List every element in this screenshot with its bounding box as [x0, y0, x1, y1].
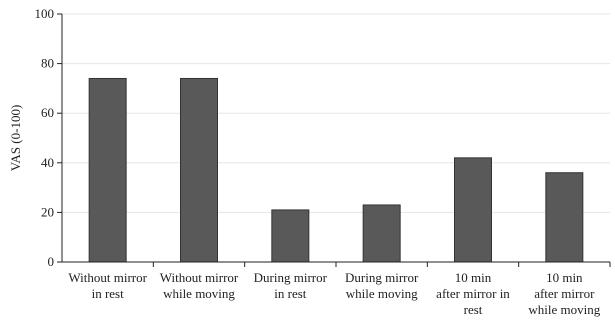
y-tick-label: 80 [41, 56, 54, 71]
category-label-line: after mirror [534, 286, 595, 301]
y-tick-labels: 0 20 40 60 80 100 [35, 6, 55, 269]
category-label-line: while moving [163, 286, 235, 301]
y-axis-title: VAS (0-100) [8, 105, 23, 172]
bar [362, 204, 401, 263]
bar [88, 77, 127, 263]
category-label-line: During mirror [254, 270, 328, 285]
axes [57, 13, 611, 267]
category-label: Without mirror while moving [160, 270, 239, 301]
category-label-line: while moving [528, 302, 600, 317]
y-tick-label: 20 [41, 204, 54, 219]
category-label: During mirror while moving [345, 270, 419, 301]
y-tick-label: 40 [41, 155, 54, 170]
category-label-line: 10 min [455, 270, 492, 285]
category-label: 10 min after mirror while moving [528, 270, 600, 317]
bars [88, 77, 584, 263]
gridlines [62, 13, 610, 213]
category-label-line: while moving [346, 286, 418, 301]
category-label: Without mirror in rest [68, 270, 147, 301]
bar [180, 77, 218, 263]
category-label-line: in rest [274, 286, 307, 301]
category-label-line: During mirror [345, 270, 419, 285]
category-label-line: rest [464, 302, 483, 317]
category-label-line: in rest [92, 286, 125, 301]
y-tick-label: 100 [35, 6, 55, 21]
category-label-line: 10 min [546, 270, 583, 285]
bar [271, 209, 310, 263]
category-label-line: after mirror in [436, 286, 510, 301]
category-label-line: Without mirror [160, 270, 239, 285]
bar [454, 157, 492, 263]
y-tick-label: 60 [41, 105, 54, 120]
bar [545, 172, 584, 263]
category-label: 10 min after mirror in rest [436, 270, 510, 317]
category-label: During mirror in rest [254, 270, 328, 301]
category-label-line: Without mirror [68, 270, 147, 285]
y-tick-label: 0 [48, 254, 55, 269]
